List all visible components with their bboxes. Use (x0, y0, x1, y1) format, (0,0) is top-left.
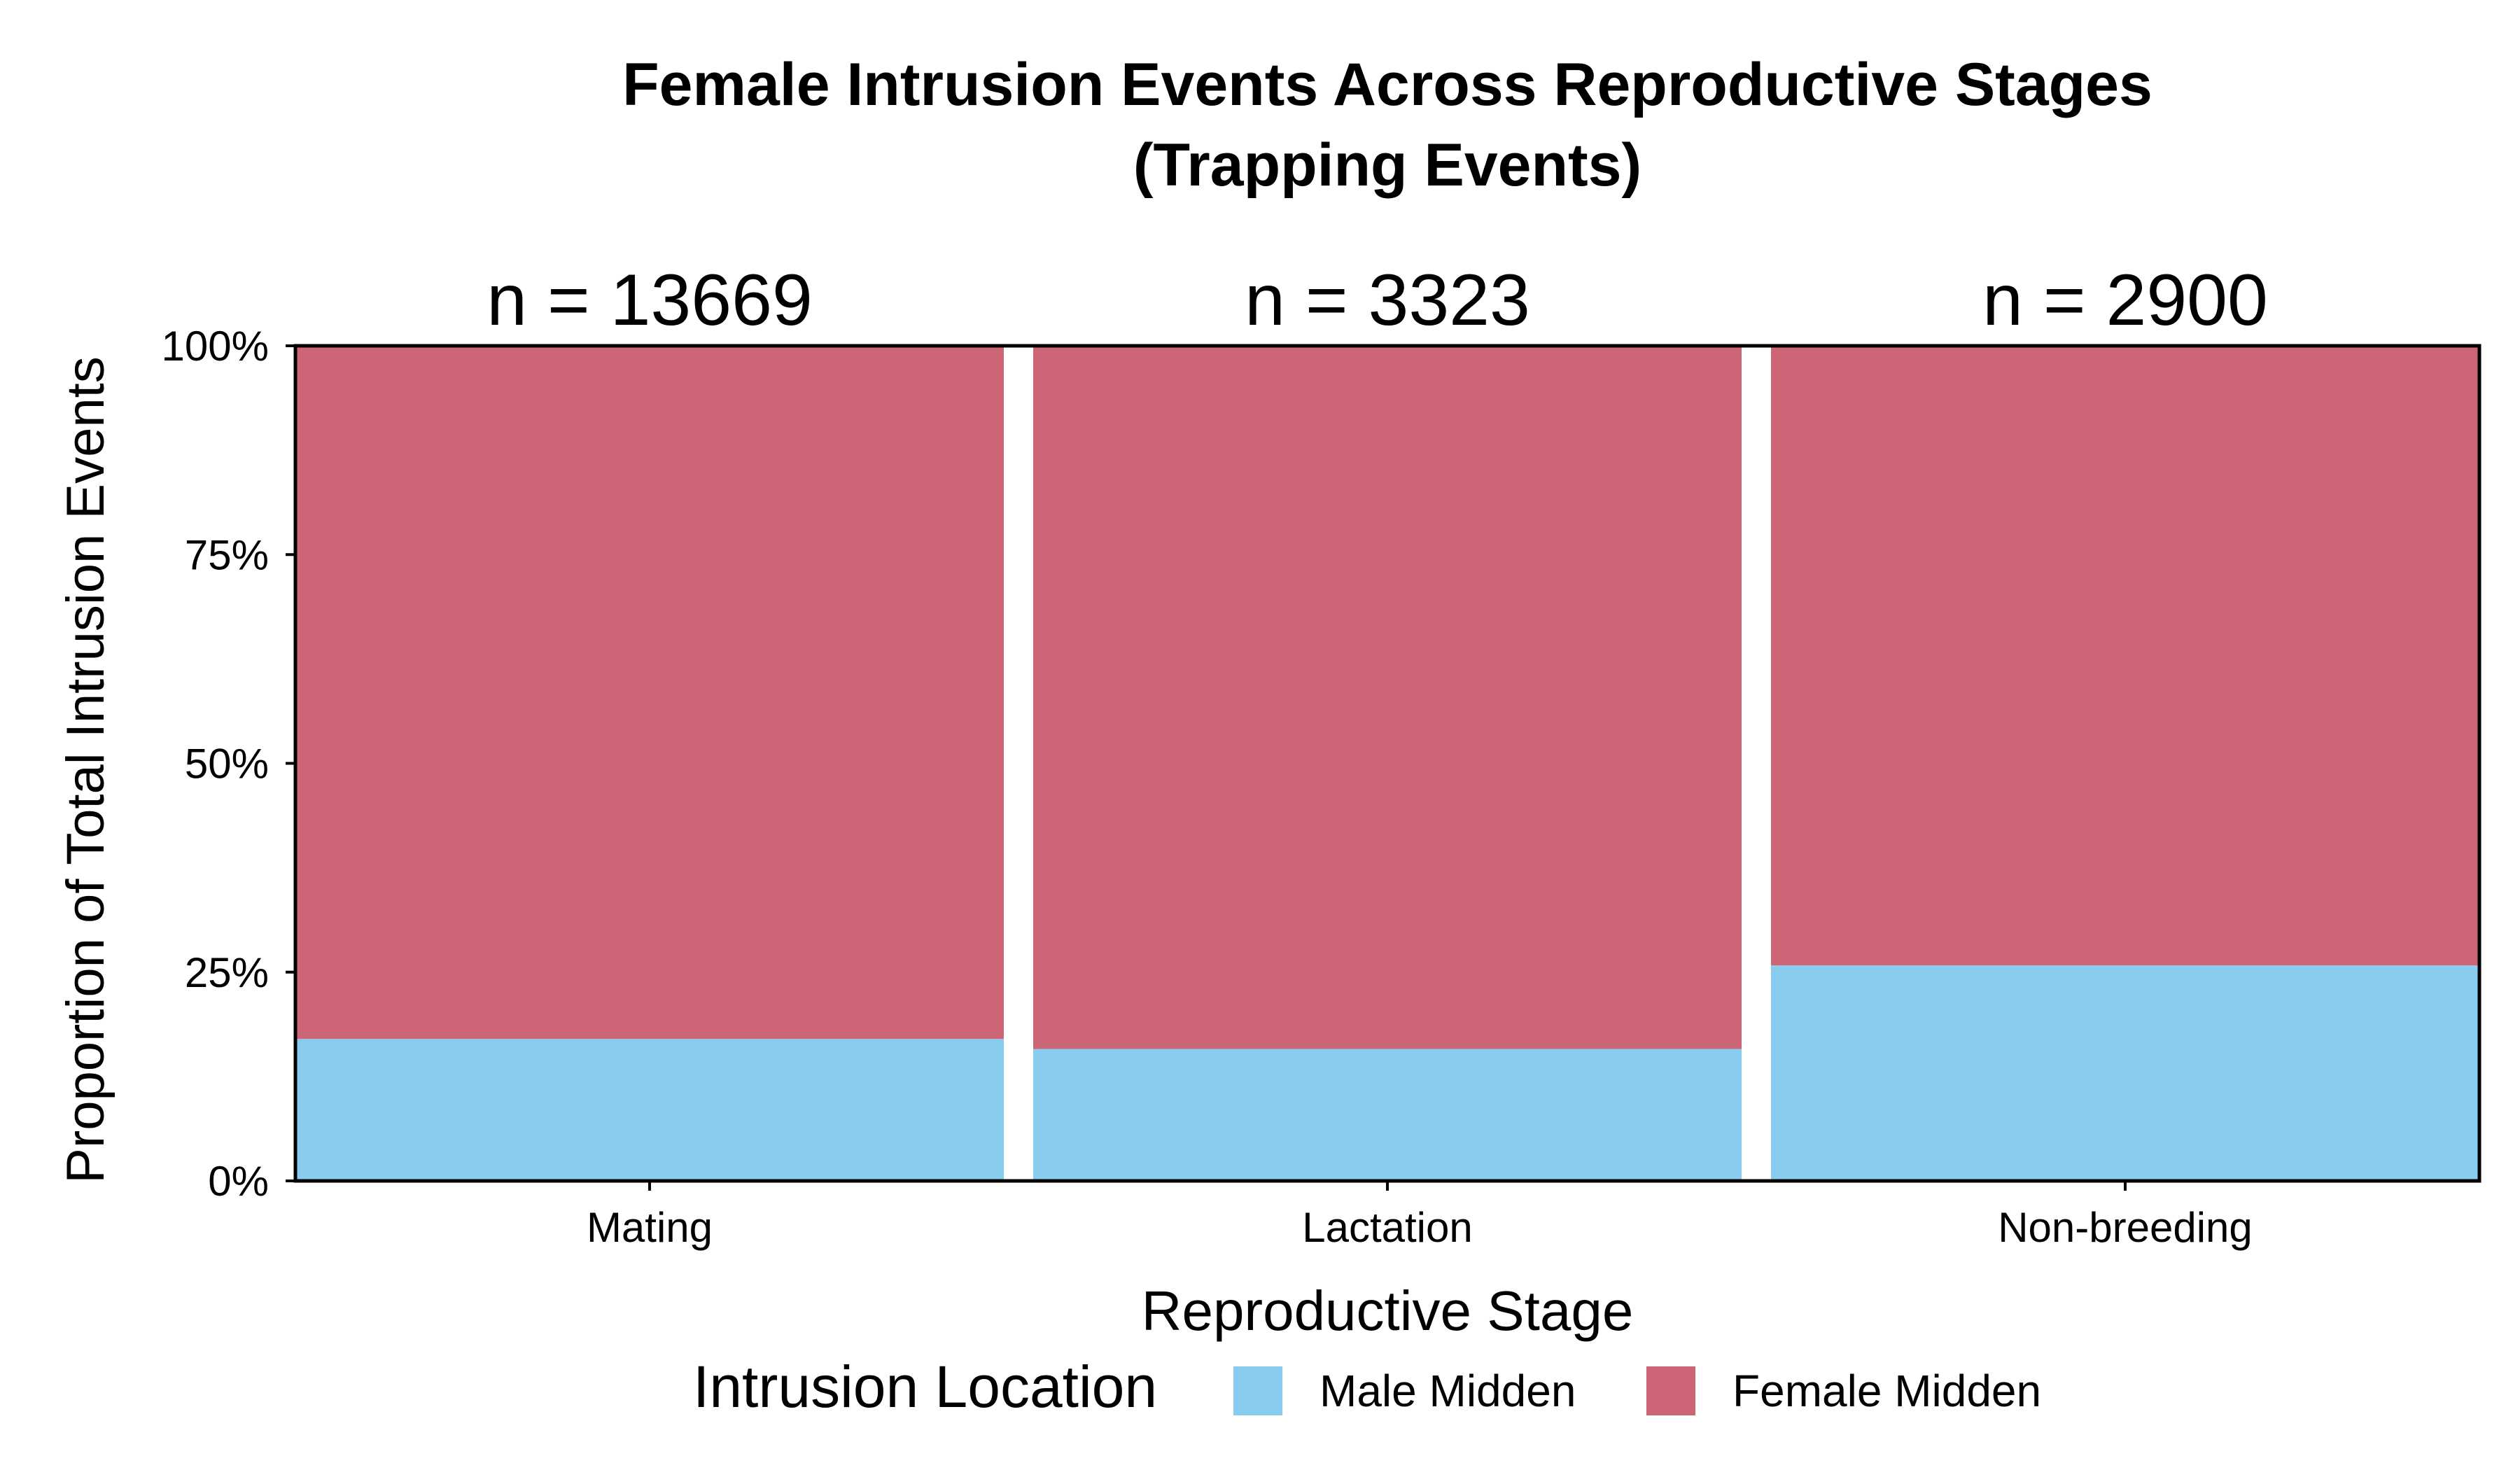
legend: Intrusion Location Male Midden Female Mid… (693, 1354, 2041, 1420)
bar-female-midden-mating (295, 346, 1004, 1040)
y-tick-label: 75% (185, 531, 269, 578)
legend-items: Male Midden Female Midden (1233, 1366, 2041, 1416)
x-tick-label-mating: Mating (587, 1204, 713, 1251)
bar-male-midden-lactation (1033, 1049, 1742, 1181)
chart-title: Female Intrusion Events Across Reproduct… (622, 51, 2152, 118)
bar-male-midden-mating (295, 1039, 1004, 1181)
y-tick-label: 100% (162, 323, 269, 370)
legend-label-female-midden: Female Midden (1732, 1366, 2041, 1416)
bar-female-midden-non-breeding (1771, 346, 2479, 966)
chart-subtitle: (Trapping Events) (1133, 132, 1642, 199)
legend-title: Intrusion Location (693, 1354, 1157, 1420)
x-axis-label: Reproductive Stage (1142, 1280, 1634, 1342)
bar-male-midden-non-breeding (1771, 965, 2479, 1181)
y-axis-label: Proportion of Total Intrusion Events (56, 356, 115, 1184)
legend-label-male-midden: Male Midden (1320, 1366, 1576, 1416)
y-axis: 0% 25% 50% 75% 100% (162, 323, 295, 1205)
y-tick-label: 25% (185, 949, 269, 996)
y-tick-label: 0% (208, 1158, 269, 1205)
x-tick-label-non-breeding: Non-breeding (1998, 1204, 2253, 1251)
x-axis: Mating Lactation Non-breeding (587, 1181, 2253, 1251)
n-label-non-breeding: n = 2900 (1982, 260, 2268, 341)
n-label-lactation: n = 3323 (1245, 260, 1530, 341)
n-label-mating: n = 13669 (486, 260, 813, 341)
bars (295, 346, 2479, 1181)
legend-swatch-male-midden (1233, 1366, 1282, 1415)
legend-swatch-female-midden (1646, 1366, 1695, 1415)
y-tick-label: 50% (185, 741, 269, 788)
n-labels: n = 13669 n = 3323 n = 2900 (486, 260, 2268, 341)
x-tick-label-lactation: Lactation (1302, 1204, 1473, 1251)
bar-female-midden-lactation (1033, 346, 1742, 1049)
